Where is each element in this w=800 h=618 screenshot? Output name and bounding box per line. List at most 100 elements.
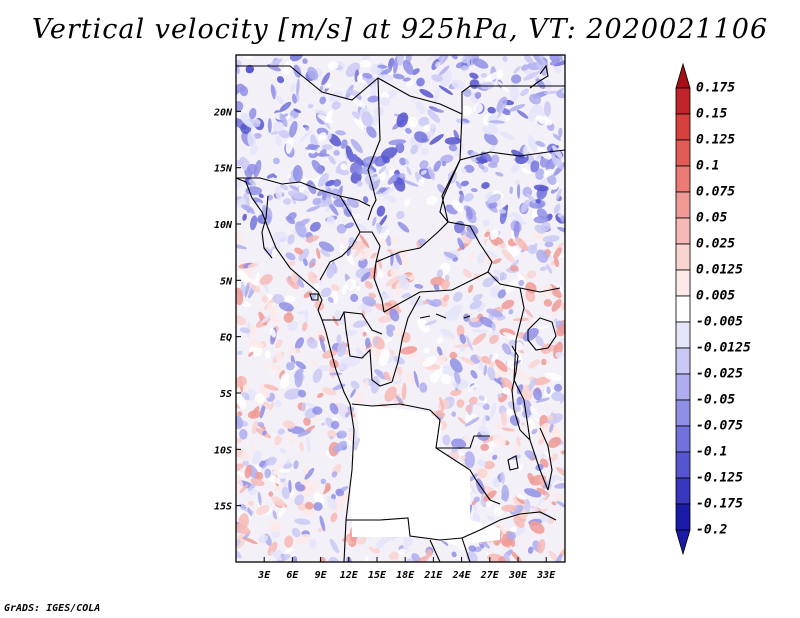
velocity-cell: [274, 435, 282, 446]
velocity-cell: [266, 456, 277, 466]
velocity-cell: [304, 309, 309, 322]
velocity-cell: [351, 97, 366, 109]
velocity-cell: [275, 351, 283, 362]
velocity-cell: [365, 159, 371, 164]
velocity-cell: [402, 59, 414, 75]
velocity-cell: [543, 493, 550, 501]
velocity-cell: [244, 282, 249, 298]
velocity-cell: [395, 395, 403, 404]
velocity-cell: [531, 428, 538, 435]
velocity-cell: [383, 194, 391, 200]
velocity-cell: [285, 216, 296, 225]
velocity-cell: [307, 143, 317, 151]
velocity-cell: [487, 106, 496, 114]
velocity-cell: [323, 485, 331, 495]
velocity-cell: [468, 383, 478, 392]
velocity-cell: [423, 347, 430, 354]
velocity-cell: [242, 213, 247, 221]
velocity-cell: [509, 83, 520, 102]
velocity-cell: [520, 421, 526, 426]
velocity-cell: [244, 465, 252, 479]
velocity-cell: [279, 113, 288, 127]
velocity-cell: [248, 500, 255, 507]
velocity-cell: [537, 437, 545, 445]
velocity-cell: [515, 341, 523, 351]
velocity-cell: [429, 372, 439, 384]
velocity-cell: [321, 422, 326, 426]
colorbar-label: -0.125: [696, 470, 743, 486]
velocity-cell: [283, 198, 292, 205]
velocity-cell: [460, 180, 469, 187]
velocity-cell: [539, 266, 548, 271]
velocity-cell: [359, 249, 372, 261]
colorbar-segment: [675, 425, 691, 453]
velocity-cell: [304, 467, 315, 480]
velocity-cell: [331, 101, 341, 110]
velocity-cell: [555, 242, 564, 250]
velocity-cell: [269, 401, 275, 411]
velocity-cell: [419, 88, 434, 98]
velocity-cell: [501, 504, 517, 512]
velocity-cell: [473, 490, 478, 495]
velocity-cell: [558, 55, 564, 62]
velocity-cell: [452, 257, 459, 262]
velocity-cell: [312, 197, 322, 206]
velocity-cell: [259, 403, 266, 419]
velocity-cell: [288, 345, 295, 357]
velocity-cell: [478, 362, 484, 371]
velocity-cell: [558, 127, 563, 138]
velocity-cell: [291, 527, 301, 538]
velocity-cell: [546, 386, 551, 395]
velocity-cell: [320, 249, 331, 257]
velocity-cell: [526, 270, 537, 279]
velocity-cell: [550, 412, 558, 423]
velocity-cell: [331, 284, 340, 292]
velocity-cell: [265, 363, 283, 373]
velocity-cell: [326, 131, 332, 141]
velocity-cell: [538, 422, 550, 439]
velocity-cell: [483, 250, 497, 259]
velocity-cell: [499, 272, 507, 281]
velocity-cell: [443, 310, 459, 321]
velocity-cell: [436, 346, 443, 356]
velocity-cell: [453, 143, 465, 158]
velocity-cell: [250, 443, 255, 452]
velocity-cell: [470, 188, 478, 193]
lat-tick-label: EQ: [220, 333, 232, 344]
velocity-cell: [501, 427, 515, 432]
colorbar-label: 0.125: [696, 132, 736, 148]
velocity-cell: [353, 243, 365, 258]
velocity-cell: [306, 337, 318, 349]
velocity-cell: [512, 218, 527, 225]
velocity-cell: [463, 88, 472, 97]
velocity-cell: [450, 389, 462, 397]
velocity-cell: [279, 448, 287, 454]
velocity-cell: [472, 504, 478, 511]
lon-tick-label: 15E: [368, 570, 387, 581]
velocity-cell: [490, 402, 497, 418]
velocity-cell: [397, 221, 410, 233]
velocity-cell: [388, 139, 407, 146]
velocity-cell: [366, 125, 377, 138]
velocity-cell: [421, 147, 429, 156]
velocity-cell: [294, 337, 305, 350]
velocity-cell: [322, 387, 337, 396]
velocity-cell: [350, 138, 363, 154]
velocity-cell: [258, 460, 266, 467]
velocity-cell: [362, 325, 375, 338]
velocity-cell: [236, 89, 239, 95]
velocity-cell: [483, 364, 488, 376]
velocity-cell: [533, 376, 551, 386]
velocity-cell: [430, 299, 442, 307]
velocity-cell: [271, 496, 286, 508]
velocity-cell: [462, 268, 472, 279]
velocity-cell: [433, 160, 442, 172]
velocity-cell: [328, 498, 339, 511]
velocity-cell: [396, 112, 409, 128]
longitude-axis: 3E 6E 9E 12E 15E 18E 21E 24E 27E 30E 33E: [257, 557, 556, 581]
velocity-cell: [497, 393, 503, 399]
velocity-cell: [537, 494, 548, 505]
velocity-cell: [466, 206, 473, 220]
velocity-cell: [367, 95, 380, 103]
